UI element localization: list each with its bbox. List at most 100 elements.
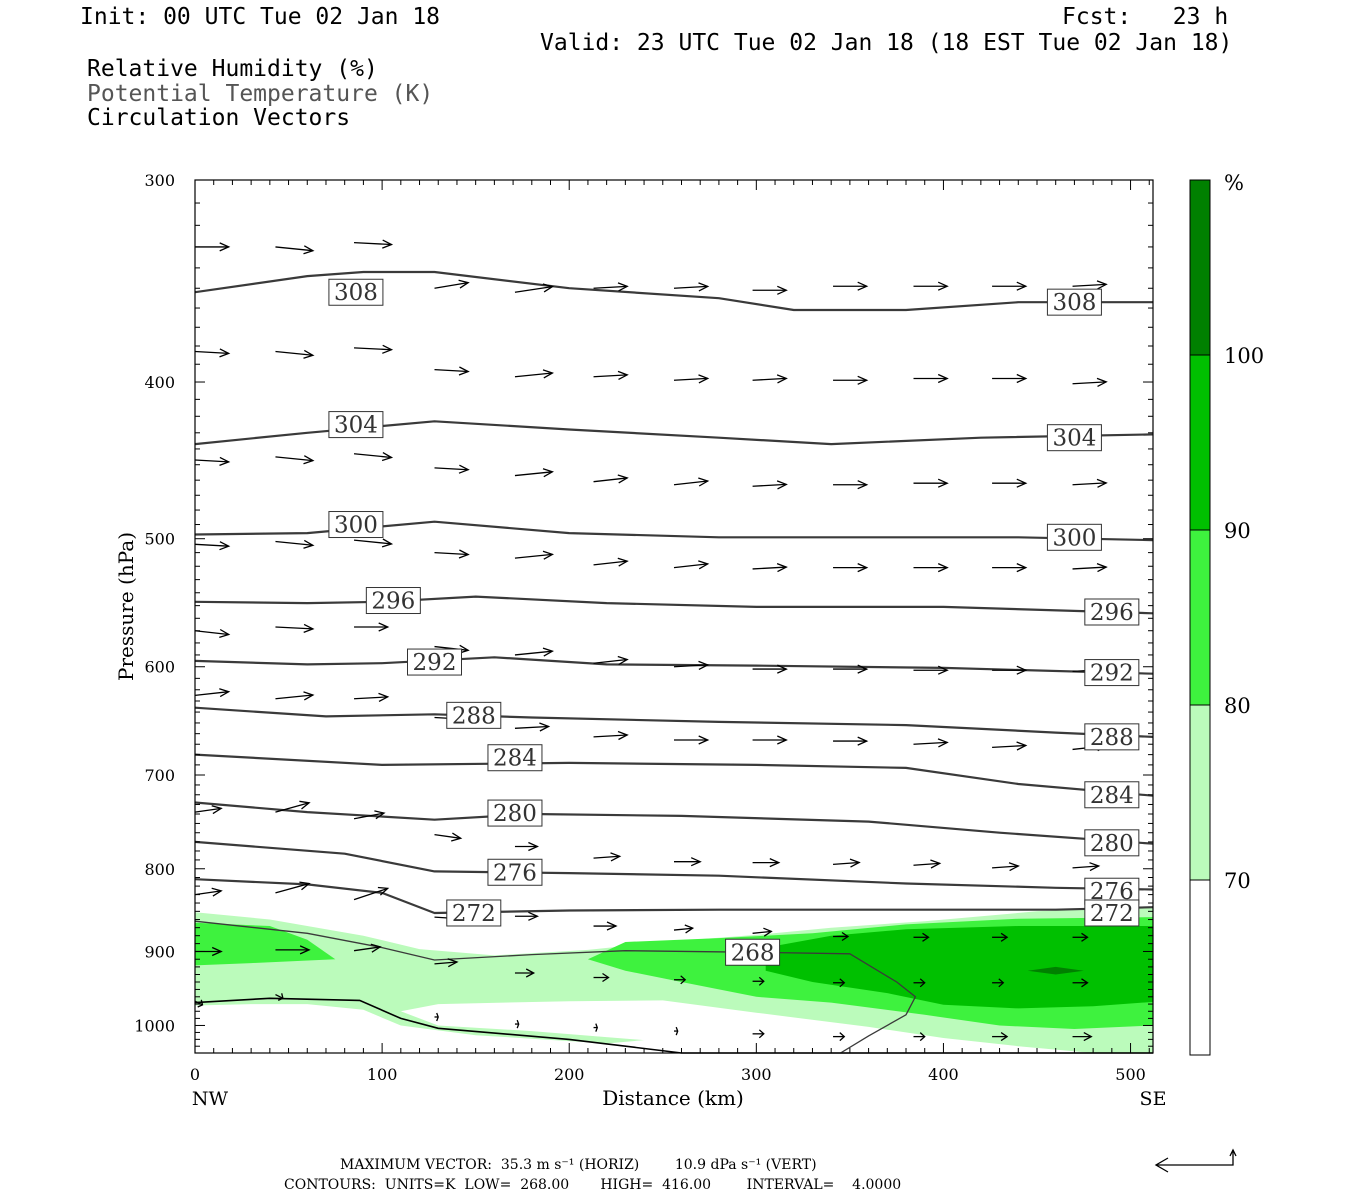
- svg-text:292: 292: [1090, 661, 1134, 687]
- x-tick-label: 0: [190, 1065, 200, 1084]
- vector-arrow: [514, 911, 540, 921]
- vector-arrow: [913, 563, 949, 573]
- vector-arrow: [674, 735, 710, 745]
- vector-arrow: [1072, 280, 1108, 290]
- vector-arrow: [593, 282, 629, 292]
- rh-region-80: [195, 922, 336, 966]
- svg-text:288: 288: [452, 703, 496, 729]
- vector-arrow: [434, 464, 470, 474]
- theta-308-label: 308: [1046, 288, 1102, 316]
- theta-300-label: 300: [1046, 523, 1102, 551]
- vector-arrow: [673, 374, 710, 384]
- vector-arrow: [353, 886, 390, 901]
- vector-arrow: [514, 550, 555, 560]
- vector-arrow: [275, 691, 315, 701]
- vector-arrow: [194, 456, 231, 467]
- vector-arrow: [913, 738, 949, 748]
- vector-arrow: [194, 628, 231, 639]
- vector-arrow: [833, 281, 869, 291]
- colorbar-frame: [1189, 179, 1211, 1056]
- vector-arrow: [275, 800, 311, 813]
- colorbar-segment: [1190, 355, 1210, 530]
- vector-arrow: [674, 1026, 679, 1036]
- vector-arrow: [514, 1019, 520, 1029]
- vector-arrow: [354, 239, 394, 249]
- y-tick-label: 700: [144, 766, 175, 785]
- theta-292-label: 292: [407, 648, 462, 676]
- vector-arrow: [913, 478, 949, 488]
- svg-text:288: 288: [1090, 725, 1134, 751]
- vector-arrow: [833, 1032, 846, 1042]
- colorbar-level-label: 90: [1224, 519, 1251, 543]
- vector-arrow: [194, 688, 231, 698]
- svg-text:308: 308: [1052, 290, 1096, 316]
- theta-276-line: [195, 840, 1153, 891]
- theta-296-label: 296: [365, 587, 421, 615]
- vector-arrow: [833, 480, 869, 490]
- vector-arrow: [992, 665, 1028, 675]
- theta-288-label: 288: [1084, 723, 1140, 751]
- svg-text:268: 268: [731, 940, 775, 966]
- vector-arrow: [752, 480, 788, 490]
- vector-arrow: [593, 474, 629, 484]
- x-end-label-left: NW: [192, 1088, 229, 1110]
- vector-arrow: [275, 455, 315, 465]
- vector-arrow: [752, 664, 788, 674]
- vector-arrow: [1072, 1032, 1093, 1042]
- vector-arrow: [752, 562, 788, 573]
- vector-arrow: [353, 452, 394, 462]
- footer-max-vector: MAXIMUM VECTOR: 35.3 m s⁻¹ (HORIZ) 10.9 …: [340, 1157, 817, 1173]
- y-tick-label: 900: [144, 942, 175, 961]
- svg-text:292: 292: [413, 650, 457, 676]
- svg-text:272: 272: [452, 901, 496, 927]
- theta-272-line: [195, 878, 1153, 915]
- vector-arrow: [434, 549, 470, 559]
- theta-268-label: 268: [725, 938, 781, 966]
- svg-text:304: 304: [334, 413, 378, 439]
- svg-text:280: 280: [1090, 831, 1134, 857]
- x-axis-label: Distance (km): [602, 1086, 744, 1110]
- theta-308-line: [195, 270, 1153, 312]
- colorbar-segment: [1190, 530, 1210, 705]
- vector-arrow: [593, 852, 622, 862]
- vector-arrow: [593, 370, 629, 380]
- valid-time: Valid: 23 UTC Tue 02 Jan 18 (18 EST Tue …: [540, 30, 1233, 56]
- x-tick-label: 400: [928, 1065, 959, 1084]
- vector-arrow: [275, 245, 315, 255]
- vector-arrow: [833, 563, 869, 573]
- vector-arrow: [354, 692, 390, 702]
- vector-arrow: [833, 978, 846, 988]
- vector-arrow: [194, 541, 231, 551]
- theta-292-label: 292: [1084, 659, 1140, 687]
- svg-text:280: 280: [493, 801, 537, 827]
- vector-arrow: [194, 805, 223, 815]
- theta-272-label: 272: [446, 899, 502, 927]
- plot-axes: 300 400 500 600 700 800 900 1000 0 100 200 300 400 50…: [114, 171, 1166, 1110]
- vector-arrow: [593, 557, 629, 567]
- footer-contours: CONTOURS: UNITS=K LOW= 268.00 HIGH= 416.…: [284, 1177, 902, 1193]
- theta-280-label: 280: [1084, 829, 1140, 857]
- theta-292-line: [195, 656, 1153, 675]
- field-label-vectors: Circulation Vectors: [87, 105, 351, 131]
- theta-276-label: 276: [487, 858, 543, 886]
- theta-304-label: 304: [328, 411, 384, 439]
- vector-arrow: [434, 1012, 439, 1022]
- svg-text:276: 276: [493, 860, 537, 886]
- svg-text:304: 304: [1052, 426, 1096, 452]
- x-end-label-right: SE: [1140, 1088, 1167, 1110]
- theta-288-line: [195, 706, 1153, 738]
- x-tick-label: 300: [741, 1065, 772, 1084]
- init-time: Init: 00 UTC Tue 02 Jan 18: [80, 4, 441, 30]
- x-tick-label: 200: [554, 1065, 585, 1084]
- theta-296-line: [195, 595, 1153, 615]
- vector-arrow: [913, 932, 930, 942]
- y-tick-label: 400: [144, 373, 175, 392]
- colorbar-level-label: 80: [1224, 694, 1251, 718]
- theta-280-label: 280: [487, 799, 543, 827]
- vector-arrow: [833, 664, 869, 674]
- vector-arrow: [593, 655, 629, 666]
- vector-arrow: [593, 921, 618, 931]
- vector-arrow: [992, 978, 1005, 988]
- vector-arrow: [354, 344, 394, 354]
- colorbar-segment: [1190, 180, 1210, 355]
